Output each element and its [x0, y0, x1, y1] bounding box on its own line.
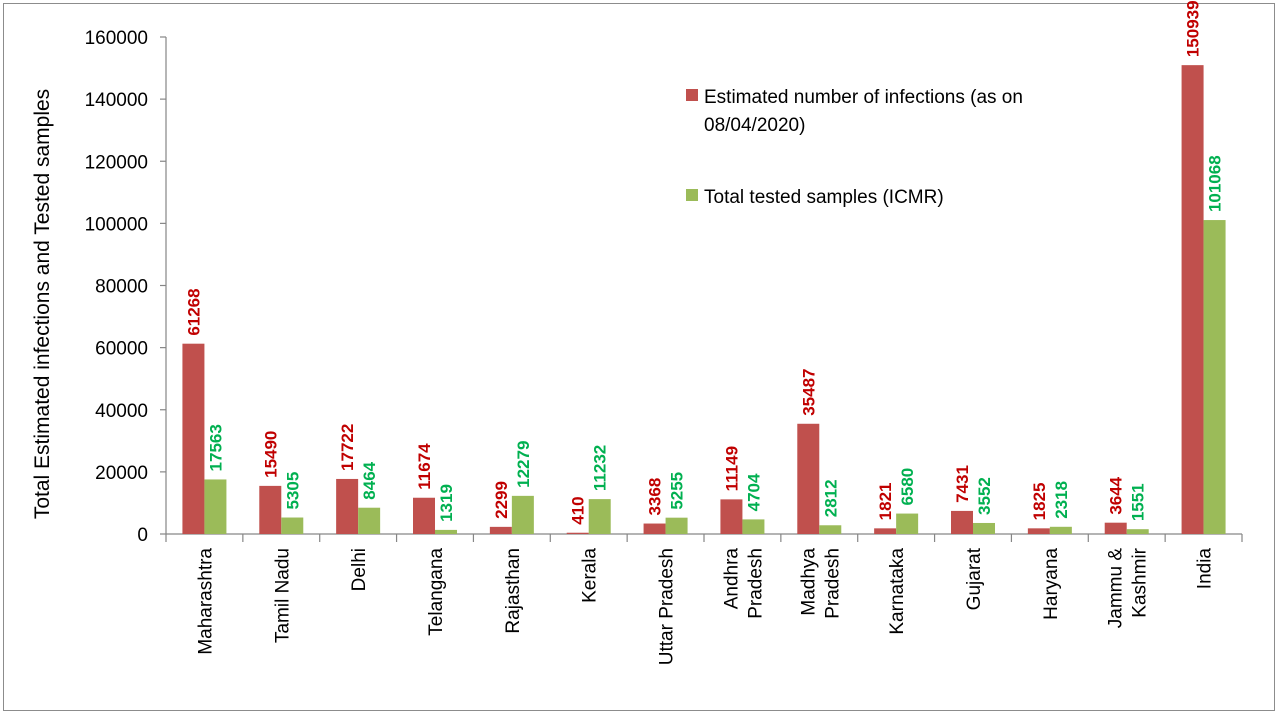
x-tick-label: Uttar Pradesh [657, 548, 678, 665]
bar-tested-samples [204, 479, 227, 534]
x-tick-label: India [1195, 548, 1216, 590]
bar-estimated-infections [1104, 522, 1127, 534]
data-label-estimated: 17722 [338, 424, 357, 471]
bar-tested-samples [281, 517, 304, 534]
bar-estimated-infections [874, 528, 897, 534]
x-tick-label: Telangana [426, 548, 447, 636]
bar-estimated-infections [797, 423, 820, 534]
bar-estimated-infections [1027, 528, 1050, 534]
bar-tested-samples [1203, 220, 1226, 534]
x-tick-label: Madhya [798, 548, 819, 616]
data-label-estimated: 1821 [876, 483, 895, 521]
bar-tested-samples [742, 519, 765, 534]
bar-tested-samples [1049, 526, 1072, 534]
bar-tested-samples [1126, 529, 1149, 534]
legend-label-tested: Total tested samples (ICMR) [704, 187, 944, 208]
bar-estimated-infections [951, 510, 973, 534]
data-label-tested: 11232 [591, 445, 610, 491]
x-tick-label: Kerala [580, 548, 601, 603]
y-tick-label: 20000 [95, 463, 148, 484]
data-label-estimated: 3368 [646, 478, 665, 516]
x-tick-label: Andhra [721, 548, 742, 610]
x-tick-label: Rajasthan [503, 548, 524, 634]
x-tick-label: Maharashtra [195, 548, 216, 655]
legend-swatch-tested [686, 189, 698, 201]
legend: Estimated number of infections (as on 08/… [686, 87, 1023, 208]
data-label-estimated: 410 [569, 496, 588, 524]
data-label-estimated: 11674 [415, 443, 434, 490]
y-tick-label: 80000 [95, 277, 148, 298]
bar-estimated-infections [413, 497, 435, 534]
data-label-estimated: 150939 [1184, 0, 1203, 57]
data-label-estimated: 1825 [1030, 483, 1049, 521]
bar-tested-samples [665, 517, 688, 534]
data-label-estimated: 7431 [953, 465, 972, 503]
y-tick-label: 160000 [85, 28, 148, 49]
data-label-tested: 5255 [668, 472, 687, 510]
data-label-estimated: 3644 [1107, 476, 1126, 514]
data-label-tested: 2812 [821, 479, 840, 517]
y-axis-title: Total Estimated infections and Tested sa… [31, 89, 54, 519]
legend-label-estimated: Estimated number of infections (as on [704, 87, 1023, 108]
y-tick-label: 120000 [85, 152, 148, 173]
data-label-tested: 17563 [206, 424, 225, 471]
legend-label-estimated: 08/04/2020) [704, 115, 805, 136]
data-label-estimated: 61268 [184, 288, 203, 335]
data-label-tested: 1319 [437, 484, 456, 522]
x-tick-label: Kashmir [1130, 547, 1151, 617]
data-label-tested: 6580 [898, 468, 917, 506]
x-tick-label: Pradesh [822, 548, 843, 619]
data-label-estimated: 15490 [261, 431, 280, 478]
data-label-tested: 3552 [975, 477, 994, 515]
data-label-tested: 1551 [1129, 483, 1148, 521]
data-label-tested: 8464 [360, 461, 379, 499]
legend-swatch-estimated [686, 89, 698, 101]
bar-estimated-infections [566, 532, 589, 534]
bar-estimated-infections [643, 523, 666, 534]
data-label-tested: 2318 [1052, 481, 1071, 519]
y-tick-label: 0 [137, 525, 148, 546]
x-tick-label: Karnataka [887, 548, 908, 635]
bar-estimated-infections [182, 343, 205, 534]
x-tick-label: Tamil Nadu [272, 548, 293, 643]
bar-tested-samples [973, 522, 995, 534]
x-tick-label: Pradesh [745, 548, 766, 619]
y-tick-label: 100000 [85, 214, 148, 235]
bar-tested-samples [358, 507, 381, 534]
bar-tested-samples [511, 495, 534, 534]
bar-estimated-infections [336, 478, 359, 534]
data-label-tested: 12279 [514, 441, 533, 488]
x-tick-label: Gujarat [964, 547, 985, 610]
bar-estimated-infections [259, 485, 282, 534]
x-tick-label: Delhi [349, 548, 370, 591]
bar-tested-samples [435, 529, 457, 534]
bar-estimated-infections [720, 499, 743, 534]
bar-tested-samples [588, 499, 611, 534]
bar-estimated-infections [1181, 65, 1204, 535]
bar-tested-samples [896, 513, 919, 534]
x-tick-label: Jammu & [1106, 548, 1127, 629]
bar-tested-samples [819, 525, 842, 534]
data-label-estimated: 2299 [492, 481, 511, 519]
y-tick-label: 40000 [95, 401, 148, 422]
x-axis: Maharashtra Tamil Nadu Delhi Telangana Rajas… [165, 533, 1243, 665]
y-tick-label: 140000 [85, 90, 148, 111]
data-label-tested: 5305 [283, 472, 302, 510]
data-label-tested: 101068 [1206, 155, 1225, 212]
y-axis: 0 20000 40000 60000 80000 100000 120000 140000 1… [85, 28, 167, 546]
data-label-estimated: 35487 [799, 368, 818, 415]
data-label-estimated: 11149 [722, 446, 741, 491]
bar-estimated-infections [489, 526, 512, 534]
data-label-tested: 4704 [744, 473, 763, 511]
y-tick-label: 60000 [95, 339, 148, 360]
chart-frame [3, 3, 1275, 711]
bars [182, 65, 1226, 535]
x-tick-label: Haryana [1041, 548, 1062, 620]
